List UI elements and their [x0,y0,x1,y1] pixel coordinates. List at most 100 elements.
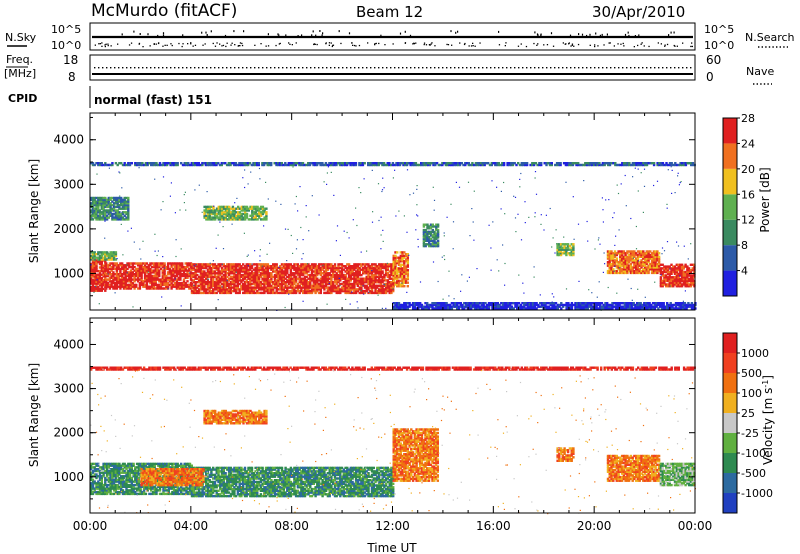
echo-cell [100,268,103,271]
echo-cell [238,279,241,282]
echo-cell [95,264,98,267]
echo-cell [386,282,390,286]
echo-cell [143,276,147,279]
echo-cell [399,307,402,310]
echo-cell [212,209,215,212]
echo-cell [250,266,254,270]
echo-cell [102,203,105,207]
echo-cell [494,307,498,310]
echo-cell [262,163,266,167]
echo-cell [125,218,128,221]
echo-cell [477,307,480,310]
echo-cell [90,269,93,273]
echo-cell [100,218,103,221]
echo-cell [199,266,203,270]
echo-cell [165,285,168,288]
echo-cell [629,271,633,275]
echo-cell [659,269,663,272]
echo-cell [120,202,123,205]
echo-cell [647,271,650,275]
echo-cell [530,305,533,308]
echo-cell [479,307,482,310]
beam-label: Beam 12 [356,3,423,21]
echo-cell [672,285,675,288]
echo-cell [358,163,361,167]
nsky-spike [399,32,402,35]
nave-point [214,67,216,69]
echo-cell [520,163,523,167]
nsky-spike [578,33,580,36]
echo-cell [265,218,268,221]
echo-cell [115,276,119,279]
echo-cell [190,263,194,266]
nave-point [602,67,604,69]
echo-cell [175,271,179,274]
echo-cell [156,264,159,267]
echo-cell [143,278,147,281]
echo-cell [194,273,197,277]
echo-cell [379,272,382,275]
echo-cell [675,276,678,279]
echo-cell [245,207,249,210]
echo-cell [335,288,338,291]
echo-cell [307,263,310,266]
freq-panel [89,54,696,81]
nsky-spike [498,30,500,33]
echo-cell [643,253,647,257]
echo-cell [296,289,300,293]
echo-cell [105,267,108,271]
echo-cell [205,272,208,275]
echo-cell [259,272,263,275]
echo-cell [172,285,175,288]
echo-cell [353,279,356,282]
echo-cell [192,275,195,279]
echo-cell [362,291,365,295]
echo-cell [233,273,236,277]
echo-cell [266,288,270,291]
echo-cell [617,262,620,266]
echo-cell [405,162,409,165]
echo-cell [119,271,122,274]
echo-cell [467,162,470,165]
echo-cell [243,282,247,286]
echo-cell [621,163,624,167]
echo-cell [492,162,495,165]
nave-point [666,67,668,69]
echo-cell [388,289,391,293]
echo-cell [666,283,670,286]
echo-cell [547,162,550,165]
echo-cell [319,279,322,282]
echo-cell [208,275,211,279]
echo-cell [309,277,312,280]
echo-cell [115,274,119,278]
echo-cell [399,274,402,277]
echo-cell [145,280,149,283]
echo-cell [482,303,485,307]
echo-cell [305,288,308,291]
echo-cell [363,265,367,268]
echo-cell [672,279,675,283]
nave-point [98,67,100,69]
echo-cell [386,273,390,277]
echo-cell [494,162,497,165]
echo-cell [224,279,227,282]
echo-cell [499,163,502,167]
echo-cell [381,163,384,167]
echo-cell [145,281,149,285]
echo-cell [266,265,270,268]
freq-unit: [MHz] [4,67,36,80]
echo-cell [436,232,440,235]
echo-cell [448,163,451,167]
echo-cell [97,277,100,280]
echo-cell [212,211,215,214]
echo-cell [220,163,223,167]
echo-cell [161,269,164,272]
echo-cell [635,268,638,271]
echo-cell [268,275,271,279]
echo-cell [203,289,206,293]
echo-cell [105,203,109,207]
echo-cell [337,263,340,266]
echo-cell [199,263,203,266]
echo-cell [131,262,134,265]
nsky-spike [243,30,245,33]
